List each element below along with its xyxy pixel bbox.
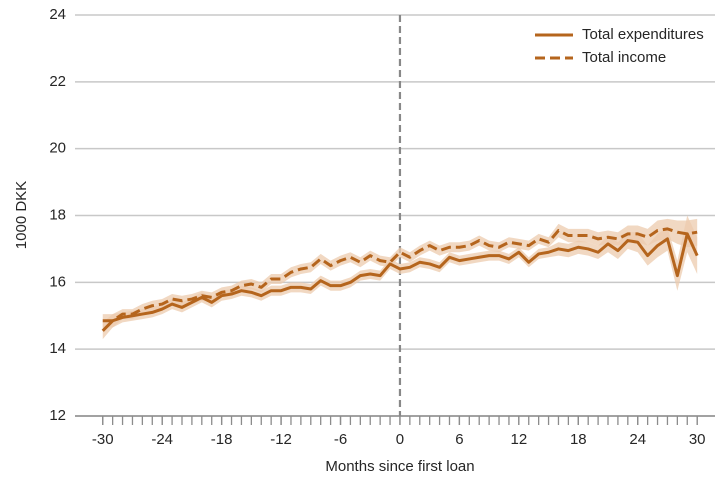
x-tick-label: -6	[334, 431, 347, 448]
x-tick-label: -24	[151, 431, 173, 448]
y-tick-label: 24	[49, 6, 66, 23]
y-tick-label: 14	[49, 340, 66, 357]
confidence-band	[102, 218, 698, 328]
y-tick-label: 18	[49, 206, 66, 223]
y-tick-label: 22	[49, 73, 66, 90]
x-tick-label: 30	[689, 431, 706, 448]
legend-label: Total expenditures	[582, 26, 704, 43]
y-tick-label: 16	[49, 273, 66, 290]
x-tick-label: -30	[92, 431, 114, 448]
x-tick-label: -12	[270, 431, 292, 448]
x-tick-label: 24	[629, 431, 646, 448]
x-tick-label: 6	[455, 431, 463, 448]
series-line	[102, 227, 698, 323]
y-tick-label: 12	[49, 407, 66, 424]
x-tick-label: -18	[211, 431, 233, 448]
x-axis-label: Months since first loan	[325, 458, 474, 475]
series-line	[101, 232, 699, 332]
legend-label: Total income	[582, 49, 666, 66]
x-tick-label: 18	[570, 431, 587, 448]
x-tick-label: 12	[510, 431, 527, 448]
x-tick-label: 0	[396, 431, 404, 448]
y-axis-label: 1000 DKK	[13, 181, 30, 249]
y-tick-label: 20	[49, 140, 66, 157]
